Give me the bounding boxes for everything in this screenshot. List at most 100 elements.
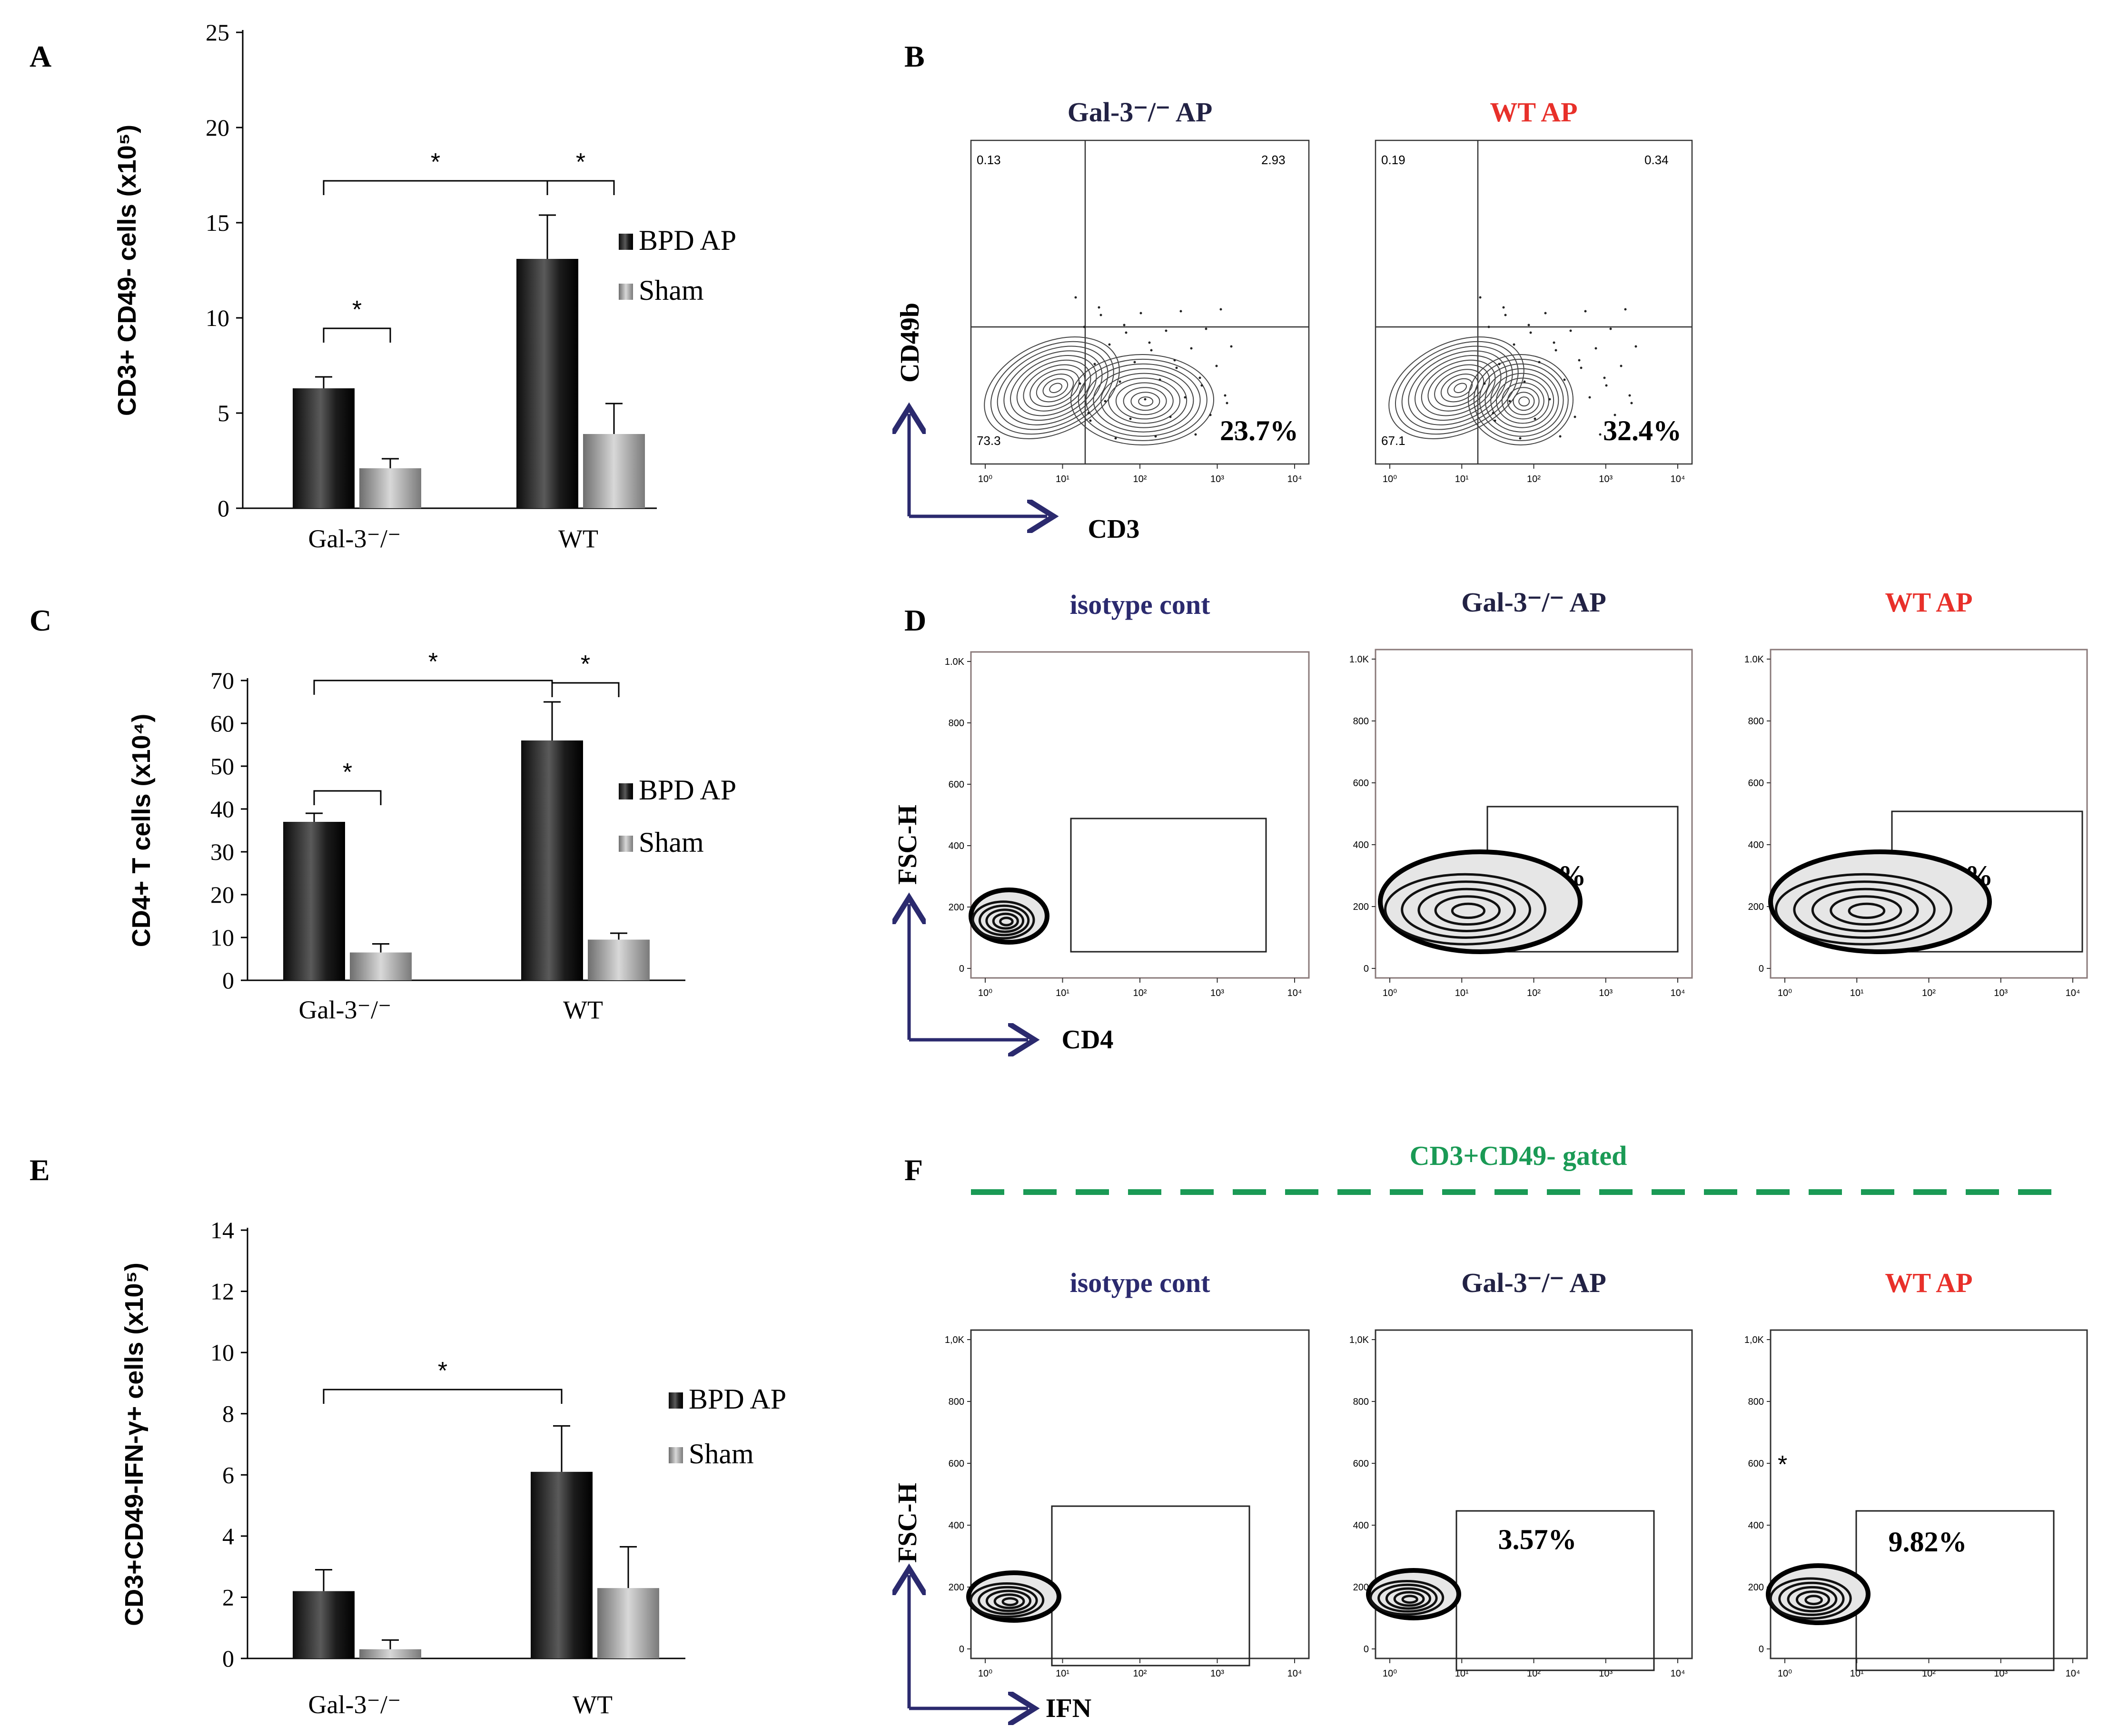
contour-line xyxy=(1003,350,1103,425)
y-tick-label: 800 xyxy=(1748,716,1764,727)
panel-label-f: F xyxy=(904,1153,923,1187)
contour-line xyxy=(1518,396,1530,407)
x-tick-label: 10⁰ xyxy=(1383,1668,1397,1679)
x-tick-label: 10¹ xyxy=(1056,1668,1069,1679)
event-dot xyxy=(1150,349,1153,352)
event-dot xyxy=(1165,329,1168,332)
contour-line xyxy=(1468,354,1574,445)
contour-line xyxy=(1395,341,1519,435)
contour-line xyxy=(1415,355,1502,421)
event-dot xyxy=(1148,341,1151,344)
x-tick-label: 10⁰ xyxy=(978,1668,992,1679)
plot-title: Gal-3⁻/⁻ AP xyxy=(1461,1267,1606,1298)
plot-title: Gal-3⁻/⁻ AP xyxy=(1068,97,1213,128)
contour-line xyxy=(1036,374,1074,403)
event-dot xyxy=(1190,347,1193,350)
contour-line xyxy=(1042,378,1069,398)
event-dot xyxy=(1538,361,1541,364)
y-tick-label: 600 xyxy=(1353,778,1369,789)
event-dot xyxy=(1527,324,1530,326)
event-dot xyxy=(1599,433,1602,436)
bar xyxy=(588,939,650,980)
x-tick-label: 10³ xyxy=(1210,1668,1224,1679)
event-dot xyxy=(1215,365,1218,367)
significance-star: * xyxy=(581,651,590,678)
y-tick-label: 200 xyxy=(1353,902,1369,912)
event-dot xyxy=(1594,347,1597,350)
event-dot xyxy=(1584,310,1587,313)
x-tick-label: 10³ xyxy=(1994,988,2008,998)
x-tick-label: 10⁴ xyxy=(1287,988,1302,998)
contour-line xyxy=(985,908,1025,933)
y-axis-label: FSC-H xyxy=(893,1483,922,1563)
significance-bracket xyxy=(323,327,391,343)
contour-line xyxy=(1830,895,1902,926)
percentage-label: 9.82% xyxy=(1889,1526,1967,1558)
x-tick-label: 10⁴ xyxy=(1287,474,1302,484)
category-label: Gal-3⁻/⁻ xyxy=(308,524,401,553)
y-tick-label: 600 xyxy=(949,1459,964,1469)
axis-arrows-b: CD49b CD3 xyxy=(895,303,1139,544)
bar xyxy=(521,740,583,980)
category-label: Gal-3⁻/⁻ xyxy=(308,1690,401,1719)
event-dot xyxy=(1104,400,1107,403)
event-dot xyxy=(1548,398,1551,401)
event-dot xyxy=(1609,327,1612,330)
event-dot xyxy=(1630,402,1633,404)
axis-arrows-d: FSC-H CD4 xyxy=(893,805,1113,1055)
contour-line xyxy=(1778,1581,1845,1616)
y-tick-label: 50 xyxy=(210,753,234,779)
event-dot xyxy=(1175,366,1178,369)
event-dot xyxy=(1230,345,1233,348)
contour-line xyxy=(1454,383,1467,393)
event-dot xyxy=(1487,326,1490,328)
flow-plot-b2: WT AP 0.19 0.34 67.1 32.4% 10⁰ 10¹ 10² 10³ 10⁴ xyxy=(1375,97,1693,484)
y-tick-label: 0 xyxy=(218,495,229,522)
asterisk-mark: * xyxy=(1778,1451,1787,1479)
gate-box xyxy=(1051,1505,1250,1667)
y-tick-label: 40 xyxy=(210,796,234,822)
y-tick-label: 0 xyxy=(222,1645,234,1672)
x-tick-label: 10¹ xyxy=(1455,988,1469,998)
event-dot xyxy=(1144,398,1147,401)
x-tick-label: 10⁴ xyxy=(2066,1668,2080,1679)
bar xyxy=(531,1471,593,1658)
contour-line xyxy=(1421,359,1496,416)
contour-line xyxy=(1775,873,1952,946)
y-tick-label: 0 xyxy=(959,964,964,974)
event-dot xyxy=(1519,437,1522,440)
contour-line xyxy=(1427,364,1490,412)
contour-line xyxy=(1793,880,1936,939)
y-tick-label: 800 xyxy=(1353,1397,1369,1407)
event-dot xyxy=(1099,314,1102,316)
x-tick-label: 10¹ xyxy=(1056,474,1069,484)
x-axis-label: IFN xyxy=(1046,1694,1091,1723)
y-tick-label: 400 xyxy=(1748,1520,1764,1531)
contour-line xyxy=(1385,1587,1432,1610)
bar xyxy=(359,1649,421,1658)
contour-line xyxy=(1479,363,1564,437)
event-dot xyxy=(1483,382,1486,385)
plot-title: isotype cont xyxy=(1070,589,1211,620)
y-tick-label: 6 xyxy=(222,1461,234,1488)
contour-line xyxy=(1029,369,1080,407)
legend-label: Sham xyxy=(639,275,704,306)
event-dot xyxy=(1087,412,1090,414)
y-tick-label: 8 xyxy=(222,1401,234,1427)
bar xyxy=(516,259,578,508)
event-dot xyxy=(1209,414,1212,416)
y-tick-label: 800 xyxy=(949,1397,964,1407)
contour-line xyxy=(999,917,1014,927)
event-dot xyxy=(1123,324,1126,326)
legend-swatch xyxy=(669,1392,683,1409)
event-dot xyxy=(1569,329,1572,332)
contour-line xyxy=(1123,387,1167,415)
event-dot xyxy=(1554,349,1557,352)
bar-chart-e: 0 2 4 6 8 10 12 14 CD3+CD49-IFN-γ+ cells (x10⁵) G… xyxy=(120,1217,786,1719)
x-tick-label: 10² xyxy=(1527,988,1541,998)
bar xyxy=(583,434,645,508)
y-tick-label: 400 xyxy=(1748,840,1764,850)
contour-line xyxy=(1440,374,1479,403)
